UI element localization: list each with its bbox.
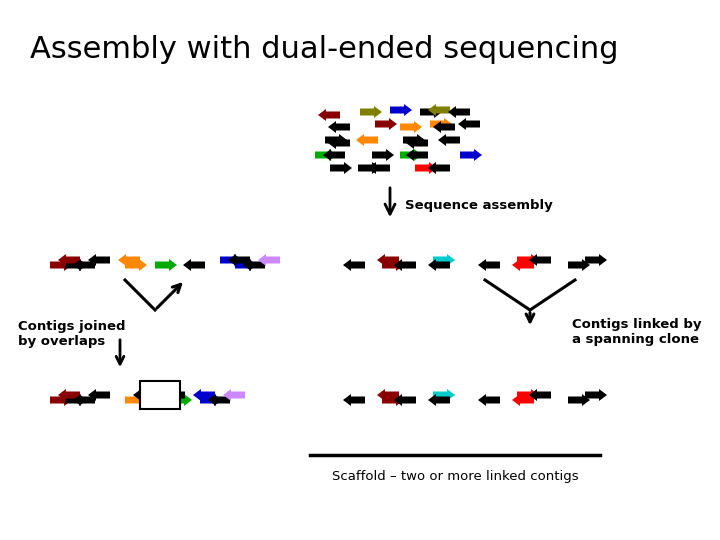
FancyArrow shape	[208, 394, 230, 406]
FancyArrow shape	[448, 106, 470, 118]
FancyArrow shape	[358, 162, 380, 174]
FancyArrow shape	[118, 254, 140, 266]
FancyArrow shape	[58, 389, 80, 401]
FancyArrow shape	[403, 134, 425, 146]
FancyArrow shape	[400, 121, 422, 133]
FancyArrow shape	[163, 389, 185, 401]
FancyArrow shape	[343, 259, 365, 271]
FancyArrow shape	[220, 254, 242, 266]
FancyArrow shape	[318, 109, 340, 121]
FancyArrow shape	[428, 162, 450, 174]
FancyArrow shape	[377, 254, 399, 266]
FancyArrow shape	[125, 259, 147, 271]
FancyArrow shape	[235, 259, 257, 271]
FancyArrow shape	[458, 118, 480, 130]
FancyArrow shape	[478, 394, 500, 406]
FancyArrow shape	[125, 394, 147, 406]
FancyArrow shape	[382, 394, 404, 406]
FancyArrow shape	[394, 259, 416, 271]
FancyArrow shape	[375, 118, 397, 130]
FancyArrow shape	[433, 121, 455, 133]
FancyArrow shape	[400, 149, 422, 161]
FancyArrow shape	[433, 254, 455, 266]
FancyArrow shape	[50, 259, 72, 271]
FancyArrow shape	[258, 254, 280, 266]
FancyArrow shape	[406, 137, 428, 149]
FancyArrow shape	[356, 134, 378, 146]
FancyArrow shape	[65, 394, 87, 406]
FancyArrow shape	[88, 389, 110, 401]
FancyArrow shape	[478, 259, 500, 271]
Text: Contigs linked by
a spanning clone: Contigs linked by a spanning clone	[572, 318, 701, 346]
FancyArrow shape	[430, 118, 452, 130]
FancyArrow shape	[50, 394, 72, 406]
FancyArrow shape	[73, 394, 95, 406]
FancyArrow shape	[433, 389, 455, 401]
FancyArrow shape	[585, 389, 607, 401]
FancyArrow shape	[328, 137, 350, 149]
FancyArrow shape	[65, 259, 87, 271]
FancyArrow shape	[377, 389, 399, 401]
FancyArrow shape	[343, 394, 365, 406]
FancyArrow shape	[406, 149, 428, 161]
FancyArrow shape	[568, 394, 590, 406]
FancyArrow shape	[428, 259, 450, 271]
Text: Scaffold – two or more linked contigs: Scaffold – two or more linked contigs	[332, 470, 578, 483]
FancyArrow shape	[183, 259, 205, 271]
FancyArrow shape	[368, 162, 390, 174]
FancyArrow shape	[360, 106, 382, 118]
FancyArrow shape	[328, 121, 350, 133]
FancyArrow shape	[438, 134, 460, 146]
FancyArrow shape	[323, 149, 345, 161]
FancyArrow shape	[512, 259, 534, 271]
FancyArrow shape	[390, 104, 412, 116]
Text: Contigs joined
by overlaps: Contigs joined by overlaps	[18, 320, 125, 348]
FancyArrow shape	[420, 106, 442, 118]
FancyArrow shape	[517, 389, 539, 401]
FancyArrow shape	[243, 259, 265, 271]
FancyArrow shape	[460, 149, 482, 161]
FancyArrow shape	[568, 259, 590, 271]
Bar	[140, 381, 180, 409]
FancyArrow shape	[73, 259, 95, 271]
Text: Assembly with dual-ended sequencing: Assembly with dual-ended sequencing	[30, 35, 618, 64]
FancyArrow shape	[193, 389, 215, 401]
FancyArrow shape	[585, 254, 607, 266]
FancyArrow shape	[529, 389, 551, 401]
FancyArrow shape	[315, 149, 337, 161]
FancyArrow shape	[88, 254, 110, 266]
FancyArrow shape	[428, 394, 450, 406]
FancyArrow shape	[133, 389, 155, 401]
FancyArrow shape	[223, 389, 245, 401]
FancyArrow shape	[428, 104, 450, 116]
FancyArrow shape	[529, 254, 551, 266]
FancyArrow shape	[415, 162, 437, 174]
FancyArrow shape	[58, 254, 80, 266]
FancyArrow shape	[394, 394, 416, 406]
Text: Sequence assembly: Sequence assembly	[405, 199, 553, 212]
FancyArrow shape	[330, 162, 352, 174]
FancyArrow shape	[382, 259, 404, 271]
FancyArrow shape	[200, 394, 222, 406]
FancyArrow shape	[517, 254, 539, 266]
FancyArrow shape	[372, 149, 394, 161]
FancyArrow shape	[325, 134, 347, 146]
FancyArrow shape	[228, 254, 250, 266]
FancyArrow shape	[170, 394, 192, 406]
FancyArrow shape	[512, 394, 534, 406]
FancyArrow shape	[155, 259, 177, 271]
